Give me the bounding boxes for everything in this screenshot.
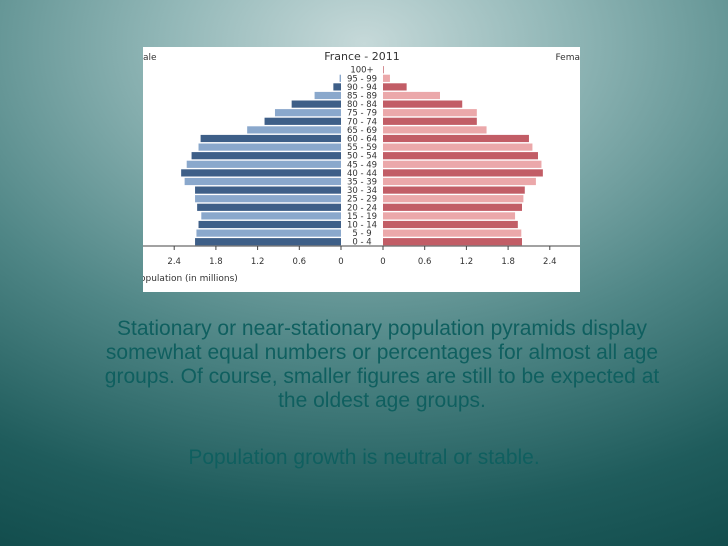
male-bar-5-9 xyxy=(196,229,341,237)
male-bar-15-19 xyxy=(201,212,341,220)
age-label: 95 - 99 xyxy=(347,74,377,84)
age-label: 75 - 79 xyxy=(347,109,377,119)
x-tick-label: 1.2 xyxy=(251,257,265,267)
x-tick-label: 1.8 xyxy=(501,257,515,267)
male-bar-95-99 xyxy=(339,74,341,82)
paragraph-line: groups. Of course, smaller figures are s… xyxy=(104,365,660,388)
age-label: 15 - 19 xyxy=(347,212,377,222)
female-bar-0-4 xyxy=(383,238,522,246)
paragraph-line: Stationary or near-stationary population… xyxy=(117,317,647,340)
age-label: 85 - 89 xyxy=(347,92,377,102)
male-bar-40-44 xyxy=(181,169,341,177)
paragraph-line: somewhat equal numbers or percentages fo… xyxy=(105,341,659,364)
female-bar-95-99 xyxy=(383,74,390,82)
age-label: 65 - 69 xyxy=(347,126,377,136)
age-label: 60 - 64 xyxy=(347,135,377,145)
age-label: 50 - 54 xyxy=(347,152,377,162)
female-bar-20-24 xyxy=(383,203,522,211)
age-label: 100+ xyxy=(350,66,373,76)
male-bars xyxy=(181,74,341,246)
x-tick-label: 0.6 xyxy=(293,257,307,267)
age-label: 25 - 29 xyxy=(347,195,377,205)
age-label: 40 - 44 xyxy=(347,169,377,179)
male-bar-45-49 xyxy=(186,160,341,168)
female-bar-100plus xyxy=(383,66,384,74)
x-tick-label: 2.4 xyxy=(543,257,557,267)
male-bar-90-94 xyxy=(333,83,341,91)
x-tick-label: 0.6 xyxy=(418,257,432,267)
female-bar-35-39 xyxy=(383,177,536,186)
x-axis-label: opulation (in millions) xyxy=(143,274,238,284)
age-label: 70 - 74 xyxy=(347,117,377,127)
female-bar-70-74 xyxy=(383,117,477,125)
x-axis-ticks: 2.4 1.8 1.2 0.6 0 0 0.6 1.2 1.8 2.4 xyxy=(167,246,557,267)
paragraph-line: the oldest age groups. xyxy=(278,389,486,412)
female-bars xyxy=(383,66,543,246)
x-tick-label: 0 xyxy=(380,257,385,267)
age-label: 55 - 59 xyxy=(347,143,377,153)
age-label: 80 - 84 xyxy=(347,100,377,110)
female-bar-50-54 xyxy=(383,152,538,160)
female-bar-25-29 xyxy=(383,195,524,203)
age-label: 45 - 49 xyxy=(347,160,377,170)
female-bar-85-89 xyxy=(383,91,440,100)
male-bar-20-24 xyxy=(197,203,341,211)
male-bar-30-34 xyxy=(195,186,341,194)
slide-subtext: Population growth is neutral or stable. xyxy=(188,446,540,469)
female-bar-55-59 xyxy=(383,143,533,151)
male-bar-55-59 xyxy=(198,143,341,151)
male-bar-75-79 xyxy=(274,109,341,117)
age-label: 30 - 34 xyxy=(347,186,377,196)
male-bar-70-74 xyxy=(264,117,341,125)
male-bar-10-14 xyxy=(198,220,341,229)
pyramid-svg: France - 2011 ale Fema 0 - 45 - 910 - 14… xyxy=(143,50,580,284)
female-bar-10-14 xyxy=(383,220,518,229)
female-bar-5-9 xyxy=(383,229,522,237)
female-bar-45-49 xyxy=(383,160,542,168)
slide-paragraph: Stationary or near-stationary population… xyxy=(56,317,708,413)
x-tick-label: 1.2 xyxy=(460,257,474,267)
female-bar-90-94 xyxy=(383,83,407,91)
female-bar-65-69 xyxy=(383,126,487,134)
age-label: 20 - 24 xyxy=(347,203,377,213)
male-bar-25-29 xyxy=(195,195,341,203)
x-tick-label: 2.4 xyxy=(167,257,181,267)
female-bar-80-84 xyxy=(383,100,463,108)
male-bar-80-84 xyxy=(291,100,341,108)
female-bar-75-79 xyxy=(383,109,477,117)
chart-title: France - 2011 xyxy=(324,50,400,63)
male-bar-50-54 xyxy=(191,152,341,160)
female-bar-40-44 xyxy=(383,169,543,177)
female-bar-15-19 xyxy=(383,212,516,220)
male-bar-35-39 xyxy=(184,177,341,186)
age-label: 5 - 9 xyxy=(352,229,371,239)
age-label: 90 - 94 xyxy=(347,83,377,93)
age-label: 10 - 14 xyxy=(347,221,377,231)
male-bar-65-69 xyxy=(247,126,341,134)
male-label: ale xyxy=(143,53,157,63)
female-bar-30-34 xyxy=(383,186,525,194)
male-bar-85-89 xyxy=(314,91,341,100)
female-label: Fema xyxy=(555,53,580,63)
age-label: 35 - 39 xyxy=(347,178,377,188)
x-tick-label: 0 xyxy=(338,257,343,267)
female-bar-60-64 xyxy=(383,134,529,143)
age-label: 0 - 4 xyxy=(352,238,371,248)
x-tick-label: 1.8 xyxy=(209,257,223,267)
male-bar-0-4 xyxy=(195,238,341,246)
male-bar-60-64 xyxy=(200,134,341,143)
